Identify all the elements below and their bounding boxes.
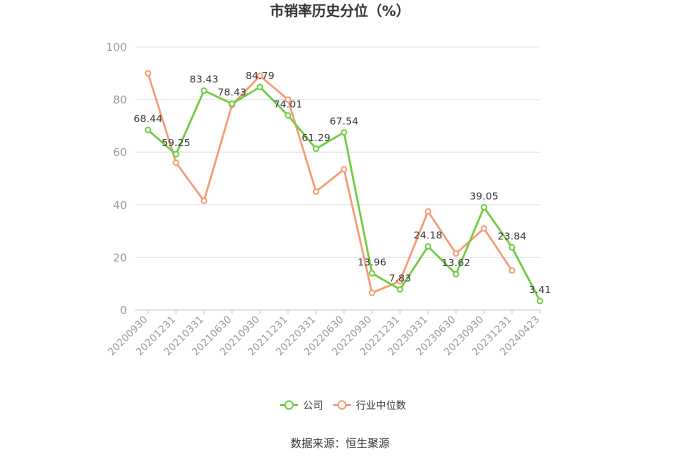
legend: 公司 行业中位数 — [280, 399, 406, 412]
data-label: 83.43 — [190, 75, 219, 86]
y-tick-label: 0 — [120, 304, 127, 317]
data-label: 61.29 — [302, 133, 331, 144]
data-point[interactable] — [312, 188, 320, 195]
data-point[interactable] — [200, 197, 208, 205]
y-axis: 0 20 40 60 80 100 — [106, 41, 127, 317]
data-label: 3.41 — [529, 285, 551, 296]
data-point[interactable] — [144, 70, 152, 77]
series-layer — [144, 70, 544, 305]
data-point[interactable] — [368, 270, 376, 277]
data-label: 74.01 — [274, 99, 303, 110]
grid — [135, 46, 540, 311]
data-point[interactable] — [340, 129, 348, 136]
series-line — [147, 73, 513, 295]
y-tick-label: 100 — [106, 41, 127, 54]
data-label: 67.54 — [330, 116, 359, 127]
data-point[interactable] — [508, 244, 516, 251]
legend-item[interactable]: 公司 — [280, 400, 323, 412]
data-label: 23.84 — [498, 231, 527, 242]
data-point[interactable] — [424, 243, 432, 250]
y-tick-label: 80 — [113, 94, 127, 107]
data-point[interactable] — [424, 208, 432, 215]
data-label: 13.96 — [358, 257, 387, 268]
data-labels: 68.44 59.25 83.43 78.43 84.79 74.01 61.29 67.54… — [134, 71, 551, 296]
data-point[interactable] — [396, 277, 404, 285]
source-note: 数据来源：恒生聚源 — [291, 436, 390, 450]
data-point[interactable] — [172, 159, 180, 166]
data-label: 84.79 — [246, 71, 275, 82]
data-label: 24.18 — [414, 230, 443, 241]
data-label: 68.44 — [134, 114, 163, 125]
data-point[interactable] — [536, 297, 544, 305]
data-label: 59.25 — [162, 138, 191, 149]
legend-label: 行业中位数 — [356, 399, 406, 412]
data-point[interactable] — [284, 112, 292, 119]
data-point[interactable] — [256, 83, 264, 91]
legend-swatch-marker — [337, 400, 347, 410]
data-point[interactable] — [200, 87, 208, 94]
data-point[interactable] — [256, 72, 264, 80]
data-point[interactable] — [144, 126, 152, 134]
data-point[interactable] — [452, 250, 460, 257]
chart-title: 市销率历史分位（%） — [270, 3, 410, 20]
data-point[interactable] — [452, 270, 460, 278]
data-point[interactable] — [228, 100, 236, 107]
y-tick-label: 20 — [113, 251, 127, 264]
data-label: 39.05 — [470, 191, 499, 202]
data-point[interactable] — [480, 204, 488, 211]
x-axis: 2020093020201231202103312021063020210930… — [106, 310, 542, 358]
data-point[interactable] — [480, 225, 488, 232]
data-label: 7.83 — [389, 273, 411, 284]
data-label: 13.62 — [442, 258, 471, 269]
y-tick-label: 40 — [113, 199, 127, 212]
legend-swatch-marker — [284, 400, 294, 410]
data-point[interactable] — [508, 267, 516, 274]
legend-label: 公司 — [303, 401, 323, 412]
data-point[interactable] — [284, 96, 292, 103]
y-tick-label: 60 — [113, 146, 127, 159]
data-label: 78.43 — [218, 88, 247, 99]
data-point[interactable] — [172, 150, 180, 158]
data-point[interactable] — [396, 286, 404, 293]
legend-item[interactable]: 行业中位数 — [333, 399, 406, 412]
data-point[interactable] — [340, 166, 348, 173]
data-point[interactable] — [312, 145, 320, 153]
data-point[interactable] — [368, 289, 376, 297]
